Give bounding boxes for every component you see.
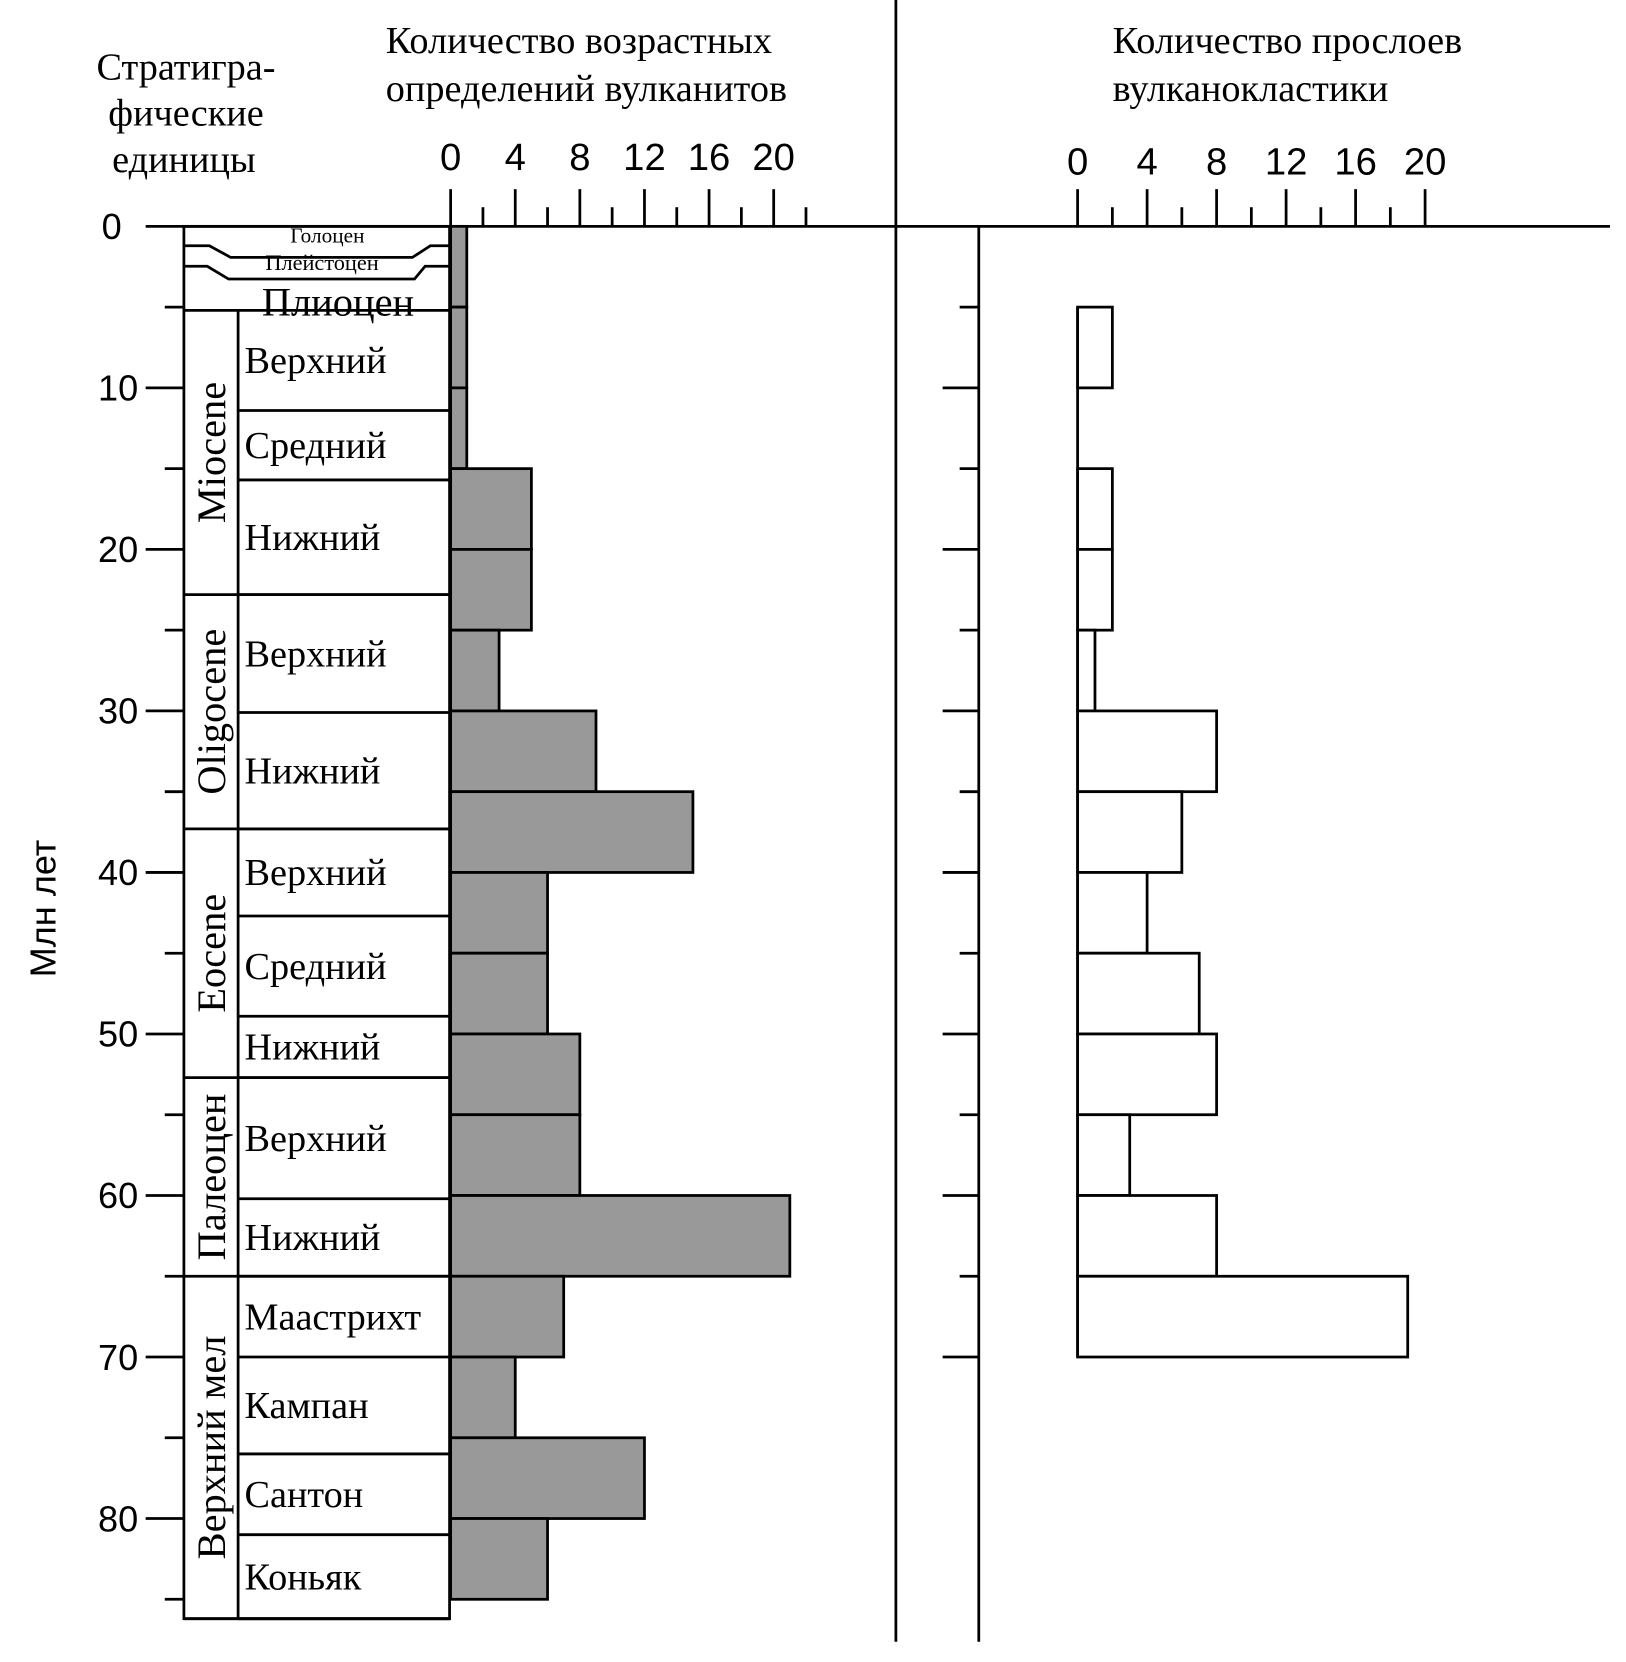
- strat-unit-label: Сантон: [244, 1474, 363, 1516]
- strat-unit-label: Нижний: [244, 750, 380, 792]
- y-axis-label: Млн лет: [22, 840, 63, 978]
- volcaniclastic-layer-bar: [1076, 790, 1184, 874]
- strat-group-label: Oligocene: [189, 629, 234, 795]
- volcanite-age-bar: [449, 1194, 792, 1278]
- y-tick-label: 40: [98, 852, 138, 893]
- left-x-tick-label: 16: [688, 136, 731, 179]
- strat-group-label: Eocene: [189, 894, 234, 1013]
- y-tick-label: 50: [98, 1014, 138, 1055]
- y-tick-label: 60: [98, 1175, 138, 1216]
- y-tick-label: 0: [102, 206, 122, 247]
- volcaniclastic-layer-bar: [1076, 709, 1218, 794]
- y-tick-label: 10: [98, 368, 138, 409]
- volcaniclastic-layer-bar: [1076, 305, 1114, 390]
- strat-unit-label: Нижний: [244, 1027, 380, 1069]
- right-x-tick-label: 8: [1206, 140, 1227, 183]
- strat-unit-label: Коньяк: [244, 1556, 361, 1598]
- strat-header-line-2: фические: [108, 92, 263, 134]
- strat-unit-label: Нижний: [244, 1217, 380, 1259]
- volcanite-age-bar: [449, 1436, 646, 1520]
- strat-group-label: Miocene: [189, 382, 234, 523]
- y-tick-label: 30: [98, 691, 138, 732]
- volcanite-age-bar: [449, 709, 598, 794]
- volcanite-age-bar: [449, 467, 533, 551]
- left-x-tick-label: 12: [623, 136, 666, 179]
- strat-group-label: Палеоцен: [189, 1094, 234, 1261]
- volcanite-age-bar: [449, 1032, 582, 1117]
- left-chart-title-line-2: определений вулканитов: [386, 68, 787, 110]
- strat-unit-label: Средний: [244, 425, 386, 467]
- strat-unit-label: Плейстоцен: [265, 250, 378, 275]
- volcanite-age-bar: [449, 1355, 517, 1440]
- strat-group-label: Верхний мел: [189, 1336, 234, 1560]
- right-chart-title-line-1: Количество прослоев: [1113, 20, 1463, 62]
- y-tick-label: 80: [98, 1498, 138, 1539]
- y-tick-label: 20: [98, 529, 138, 570]
- left-x-tick-label: 8: [569, 136, 590, 179]
- volcanite-age-bar: [449, 305, 469, 390]
- volcanite-age-bar: [449, 951, 549, 1036]
- holocene-boundary-line: [183, 244, 450, 259]
- y-tick-label: 70: [98, 1337, 138, 1378]
- volcanite-age-bar: [449, 628, 501, 713]
- volcaniclastic-layer-bar: [1076, 628, 1097, 713]
- left-x-tick-label: 20: [752, 136, 795, 179]
- volcanite-age-bar: [449, 1113, 582, 1197]
- left-chart-title-line-1: Количество возрастных: [386, 20, 772, 62]
- volcanite-age-bar: [449, 224, 469, 309]
- volcanite-age-bar: [449, 790, 695, 874]
- volcanite-age-bar: [449, 871, 549, 955]
- volcaniclastic-layer-bar: [1076, 467, 1114, 551]
- right-chart-title-line-2: вулканокластики: [1113, 68, 1389, 110]
- volcanite-age-bar: [449, 1274, 566, 1359]
- right-x-tick-label: 20: [1404, 140, 1447, 183]
- left-x-tick-label: 0: [440, 136, 461, 179]
- volcaniclastic-layer-bar: [1076, 1032, 1218, 1117]
- strat-unit-label: Верхний: [244, 340, 386, 382]
- volcanite-age-bar: [449, 1517, 549, 1601]
- right-x-tick-label: 12: [1265, 140, 1308, 183]
- strat-unit-label: Верхний: [244, 633, 386, 675]
- volcaniclastic-layer-bar: [1076, 1113, 1132, 1197]
- strat-unit-label: Средний: [244, 946, 386, 988]
- strat-unit-label: Кампан: [244, 1385, 368, 1427]
- volcaniclastic-layer-bar: [1076, 548, 1114, 632]
- strat-unit-label: Нижний: [244, 517, 380, 559]
- left-x-tick-label: 4: [505, 136, 526, 179]
- right-x-tick-label: 4: [1136, 140, 1157, 183]
- volcaniclastic-layer-bar: [1076, 951, 1201, 1036]
- volcaniclastic-layer-bar: [1076, 871, 1149, 955]
- static-text: Стратигра- фические единицы Количество в…: [22, 20, 1462, 977]
- strat-unit-label: Верхний: [244, 1118, 386, 1160]
- strat-unit-label: Маастрихт: [244, 1296, 421, 1338]
- volcaniclastic-layer-bar: [1076, 1194, 1218, 1278]
- right-x-tick-label: 16: [1334, 140, 1377, 183]
- strat-unit-label: Голоцен: [290, 223, 364, 247]
- volcanite-age-bar: [449, 386, 469, 471]
- strat-unit-label: Плиоцен: [262, 280, 414, 325]
- strat-header-line-3: единицы: [112, 139, 256, 181]
- strat-header-line-1: Стратигра-: [97, 47, 276, 89]
- volcaniclastic-layer-bar: [1076, 1274, 1410, 1359]
- pleistocene-boundary-line: [183, 264, 450, 281]
- volcanite-age-bar: [449, 548, 533, 632]
- right-x-tick-label: 0: [1067, 140, 1088, 183]
- strat-unit-label: Верхний: [244, 852, 386, 894]
